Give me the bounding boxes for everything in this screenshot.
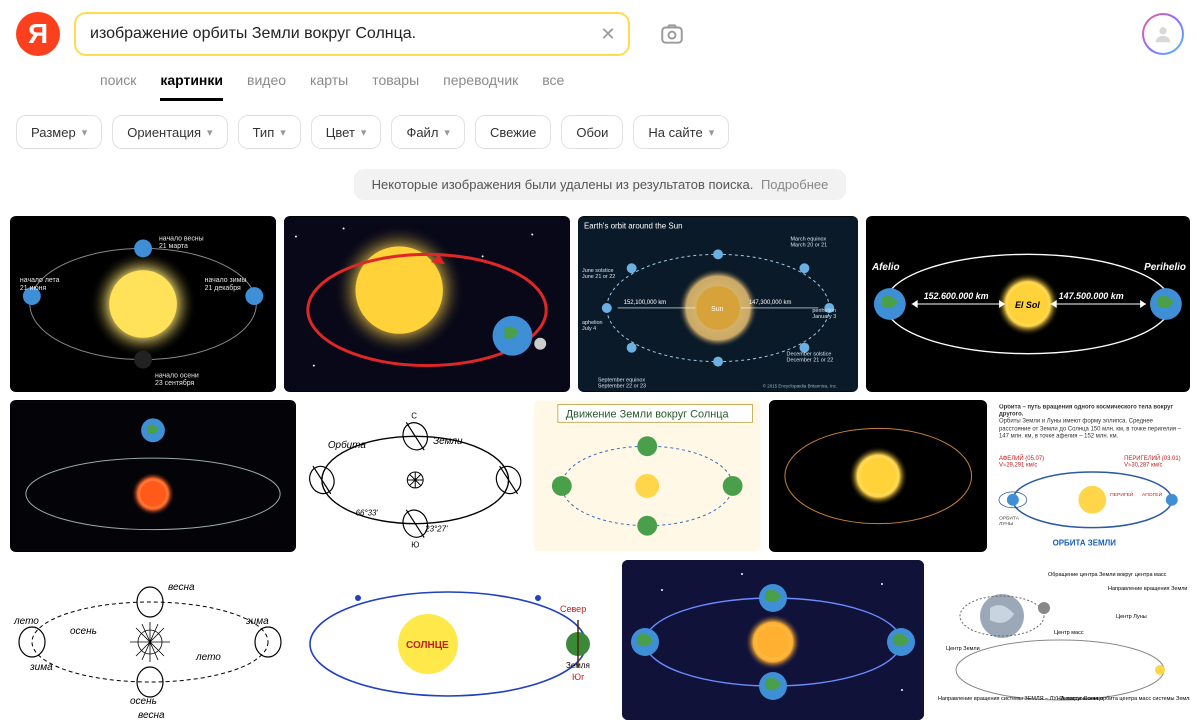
chevron-down-icon: ▾	[207, 126, 213, 139]
filter-label: Обои	[576, 125, 608, 140]
filter-label: Тип	[253, 125, 275, 140]
result-thumb[interactable]	[769, 400, 987, 552]
svg-text:Центр Земли: Центр Земли	[946, 646, 980, 652]
clear-search-icon[interactable]: ✕	[598, 24, 618, 44]
svg-text:Earth's orbit around the Sun: Earth's orbit around the Sun	[584, 222, 683, 231]
svg-text:Центр масс: Центр масс	[1054, 630, 1084, 636]
thumb-text: Орбита – путь вращения одного космическо…	[999, 404, 1173, 417]
svg-text:Ю: Ю	[411, 541, 419, 550]
result-thumb[interactable]: Движение Земли вокруг Солнца	[534, 400, 760, 552]
filter-bar: Размер ▾ Ориентация ▾ Тип ▾ Цвет ▾ Файл ▾ Све…	[0, 101, 1200, 155]
svg-text:лето: лето	[195, 652, 221, 663]
svg-text:лето: лето	[13, 616, 39, 627]
svg-text:El Sol: El Sol	[1015, 300, 1040, 310]
result-thumb[interactable]: Обращение центра Земли вокруг центра мас…	[932, 560, 1190, 720]
filter-label: Цвет	[326, 125, 355, 140]
svg-text:осень: осень	[70, 626, 97, 637]
chevron-down-icon: ▾	[444, 126, 450, 139]
chevron-down-icon: ▾	[82, 126, 88, 139]
search-input[interactable]	[74, 12, 630, 56]
search-tabs: поиск картинки видео карты товары перево…	[0, 60, 1200, 101]
svg-text:начало осени23 сентября: начало осени23 сентября	[155, 372, 199, 387]
result-thumb[interactable]: СОЛНЦЕ Земля Север Юг	[298, 560, 614, 720]
filter-label: Ориентация	[127, 125, 201, 140]
svg-text:Направление вращения Земли: Направление вращения Земли	[1108, 586, 1188, 592]
result-thumb[interactable]: начало весны21 марта начало лета21 июня …	[10, 216, 276, 392]
svg-text:147,300,000 km: 147,300,000 km	[749, 300, 792, 306]
svg-text:Орбита: Орбита	[328, 440, 366, 451]
filter-type[interactable]: Тип ▾	[238, 115, 301, 149]
filter-label: Свежие	[490, 125, 536, 140]
profile-avatar[interactable]	[1142, 13, 1184, 55]
filter-fresh[interactable]: Свежие	[475, 115, 551, 149]
search-box: ✕	[74, 12, 630, 56]
chevron-down-icon: ▾	[709, 126, 715, 139]
result-thumb[interactable]: Орбита Земли С Ю 66°33' 23°27'	[304, 400, 526, 552]
svg-text:June solsticeJune 21 or 22: June solsticeJune 21 or 22	[582, 268, 615, 280]
svg-text:Юг: Юг	[572, 672, 585, 682]
filter-label: Размер	[31, 125, 76, 140]
banner-more-link[interactable]: Подробнее	[761, 177, 828, 192]
filter-orient[interactable]: Ориентация ▾	[112, 115, 227, 149]
svg-text:осень: осень	[130, 696, 157, 707]
svg-text:March equinoxMarch 20 or 21: March equinoxMarch 20 or 21	[791, 236, 828, 248]
svg-text:зима: зима	[29, 662, 53, 673]
image-results: начало весны21 марта начало лета21 июня …	[0, 210, 1200, 720]
svg-text:152,100,000 km: 152,100,000 km	[624, 300, 667, 306]
tab-images[interactable]: картинки	[160, 66, 223, 101]
result-thumb[interactable]: Earth's orbit around the Sun Sun 152,100…	[578, 216, 858, 392]
svg-text:147.500.000 km: 147.500.000 km	[1059, 291, 1124, 301]
result-thumb[interactable]	[284, 216, 570, 392]
result-thumb[interactable]	[622, 560, 924, 720]
result-thumb[interactable]: El Sol 152.600.000 km 147.500.000 km Afe…	[866, 216, 1190, 392]
filter-file[interactable]: Файл ▾	[391, 115, 465, 149]
result-thumb[interactable]	[10, 400, 296, 552]
svg-text:66°33': 66°33'	[356, 509, 379, 518]
filter-color[interactable]: Цвет ▾	[311, 115, 382, 149]
banner-text: Некоторые изображения были удалены из ре…	[372, 177, 754, 192]
svg-text:Sun: Sun	[711, 306, 723, 313]
chevron-down-icon: ▾	[280, 126, 286, 139]
yandex-logo[interactable]: Я	[16, 12, 60, 56]
svg-text:© 2015 Encyclopædia Britannica: © 2015 Encyclopædia Britannica, Inc.	[763, 382, 837, 388]
result-thumb[interactable]: Орбита – путь вращения одного космическо…	[995, 400, 1190, 552]
svg-text:23°27': 23°27'	[424, 525, 448, 534]
thumb-text: Орбиты Земли и Луны имеют форму эллипса.…	[999, 419, 1181, 439]
tab-search[interactable]: поиск	[100, 66, 136, 101]
svg-text:152.600.000 km: 152.600.000 km	[924, 291, 989, 301]
filter-size[interactable]: Размер ▾	[16, 115, 102, 149]
svg-text:Центр Луны: Центр Луны	[1116, 614, 1147, 620]
tab-maps[interactable]: карты	[310, 66, 348, 101]
result-thumb[interactable]: весна лето осень зима лето осень зима ве…	[10, 560, 290, 720]
svg-text:зима: зима	[245, 616, 269, 627]
tab-video[interactable]: видео	[247, 66, 286, 101]
svg-text:perihelionJanuary 3: perihelionJanuary 3	[813, 308, 837, 320]
chevron-down-icon: ▾	[361, 126, 367, 139]
svg-text:Обращение центра Земли вокруг: Обращение центра Земли вокруг центра мас…	[1048, 572, 1167, 578]
filter-label: На сайте	[648, 125, 702, 140]
removed-results-banner: Некоторые изображения были удалены из ре…	[354, 169, 847, 200]
filter-label: Файл	[406, 125, 438, 140]
svg-text:Движение Земли вокруг Солнца: Движение Земли вокруг Солнца	[566, 408, 730, 420]
tab-translate[interactable]: переводчик	[443, 66, 518, 101]
tab-all[interactable]: все	[542, 66, 564, 101]
svg-text:Afelio: Afelio	[871, 262, 900, 273]
svg-text:начало зимы21 декабря: начало зимы21 декабря	[205, 277, 247, 292]
svg-text:СОЛНЦЕ: СОЛНЦЕ	[406, 640, 449, 651]
image-search-icon[interactable]	[658, 20, 686, 48]
svg-text:Эклиптическая орбита центра ма: Эклиптическая орбита центра масс системы…	[1060, 696, 1190, 702]
svg-text:ОРБИТА ЗЕМЛИ: ОРБИТА ЗЕМЛИ	[1053, 539, 1117, 548]
svg-text:Земли: Земли	[433, 436, 463, 447]
filter-wall[interactable]: Обои	[561, 115, 623, 149]
svg-text:весна: весна	[138, 710, 165, 720]
svg-text:весна: весна	[168, 582, 195, 593]
filter-site[interactable]: На сайте ▾	[633, 115, 729, 149]
svg-text:Perihelio: Perihelio	[1144, 262, 1186, 273]
svg-text:С: С	[411, 411, 417, 420]
svg-text:Север: Север	[560, 604, 586, 614]
svg-text:September equinoxSeptember 22: September equinoxSeptember 22 or 23	[598, 377, 646, 389]
svg-text:December solsticeDecember 21 o: December solsticeDecember 21 or 22	[787, 352, 834, 364]
tab-goods[interactable]: товары	[372, 66, 419, 101]
